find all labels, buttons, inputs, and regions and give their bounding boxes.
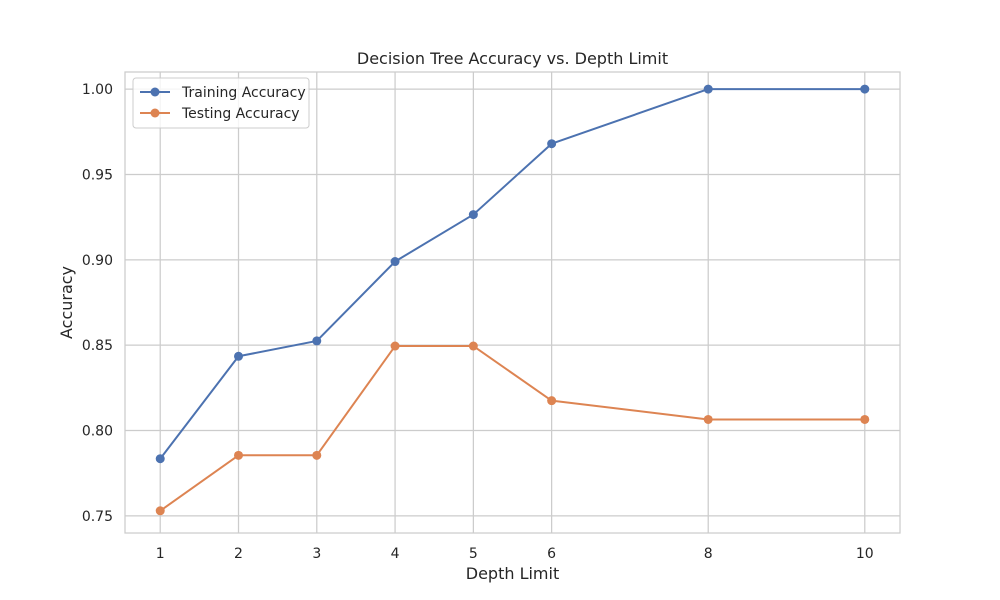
series-markers xyxy=(155,84,870,516)
plot-frame xyxy=(124,71,901,534)
data-point-testing-accuracy xyxy=(468,341,478,351)
legend-label-training: Training Accuracy xyxy=(181,85,306,101)
series-line-testing-accuracy xyxy=(159,345,865,512)
y-tick-label: 0.75 xyxy=(82,509,113,525)
data-point-training-accuracy xyxy=(468,210,478,220)
legend: Training Accuracy Testing Accuracy xyxy=(132,77,310,129)
data-point-testing-accuracy xyxy=(312,450,322,460)
legend-box xyxy=(132,77,310,129)
x-tick-label: 6 xyxy=(547,546,556,562)
legend-marker-training xyxy=(150,87,160,97)
y-tick-label: 0.80 xyxy=(82,424,113,440)
x-tick-label: 3 xyxy=(312,546,321,562)
plot-area xyxy=(125,72,900,533)
data-point-training-accuracy xyxy=(860,84,870,94)
y-tick-label: 0.90 xyxy=(82,253,113,269)
chart-title: Decision Tree Accuracy vs. Depth Limit xyxy=(357,49,668,68)
x-tick-label: 10 xyxy=(856,546,874,562)
data-point-testing-accuracy xyxy=(547,396,557,406)
y-tick-label: 0.85 xyxy=(82,338,113,354)
data-point-testing-accuracy xyxy=(860,414,870,424)
data-point-training-accuracy xyxy=(234,351,244,361)
x-tick-label: 4 xyxy=(391,546,400,562)
data-point-training-accuracy xyxy=(155,454,165,464)
data-point-testing-accuracy xyxy=(703,414,713,424)
series-line-training-accuracy xyxy=(159,88,865,460)
legend-marker-testing xyxy=(150,108,160,118)
legend-label-testing: Testing Accuracy xyxy=(181,106,300,122)
x-axis-title: Depth Limit xyxy=(466,564,559,583)
x-tick-labels: 1 2 3 4 5 6 8 10 xyxy=(156,546,874,562)
x-tick-label: 8 xyxy=(704,546,713,562)
data-point-training-accuracy xyxy=(312,336,322,346)
data-point-training-accuracy xyxy=(390,257,400,267)
data-point-testing-accuracy xyxy=(390,341,400,351)
data-point-training-accuracy xyxy=(703,84,713,94)
y-axis-title: Accuracy xyxy=(57,266,76,339)
series-lines xyxy=(159,88,865,512)
y-tick-labels: 0.75 0.80 0.85 0.90 0.95 1.00 xyxy=(82,82,113,525)
x-tick-label: 5 xyxy=(469,546,478,562)
y-tick-label: 0.95 xyxy=(82,167,113,183)
y-tick-label: 1.00 xyxy=(82,82,113,98)
data-point-testing-accuracy xyxy=(234,450,244,460)
data-point-training-accuracy xyxy=(547,139,557,149)
data-point-testing-accuracy xyxy=(155,506,165,516)
x-tick-label: 2 xyxy=(234,546,243,562)
x-tick-label: 1 xyxy=(156,546,165,562)
